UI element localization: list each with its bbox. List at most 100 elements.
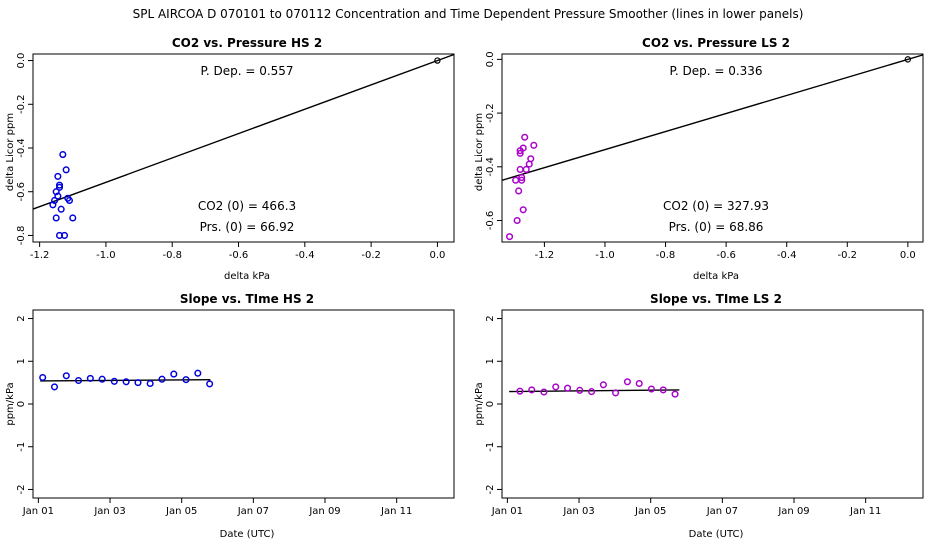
data-point	[564, 384, 572, 392]
x-tick-label: 0.0	[429, 250, 445, 261]
data-point	[52, 214, 60, 222]
data-point	[59, 151, 67, 159]
x-axis-label: delta kPa	[224, 271, 270, 282]
x-tick-label: -1.0	[96, 250, 116, 261]
data-point	[552, 383, 560, 391]
panel-title: Slope vs. TIme HS 2	[180, 292, 314, 306]
y-tick-label: -2	[16, 484, 27, 494]
data-point	[528, 386, 536, 394]
fit-line	[501, 54, 924, 181]
data-point	[122, 378, 130, 386]
data-point	[60, 231, 69, 239]
y-axis-label: ppm/kPa	[5, 382, 16, 425]
y-tick-label: -0.6	[485, 211, 496, 231]
data-point	[599, 381, 607, 389]
x-tick-label: Jan 07	[237, 506, 269, 517]
pressure-dependence-annotation: P. Dep. = 0.557	[200, 64, 293, 78]
x-tick-label: Jan 11	[849, 506, 881, 517]
data-point	[110, 377, 118, 385]
panel-title: CO2 vs. Pressure HS 2	[172, 36, 322, 50]
data-point	[516, 387, 524, 395]
data-point	[55, 183, 64, 191]
y-tick-label: -0.2	[16, 95, 27, 115]
y-tick-label: -1	[16, 442, 27, 452]
y-tick-label: 0	[16, 401, 27, 407]
data-point	[522, 165, 530, 174]
y-tick-label: -0.2	[485, 103, 496, 123]
data-point	[194, 369, 202, 377]
x-tick-label: -0.2	[361, 250, 381, 261]
data-point	[659, 386, 667, 394]
panel-co2-vs-pressure-hs: CO2 vs. Pressure HS 2 delta kPa delta Li…	[5, 36, 455, 282]
panel-co2-vs-pressure-ls: CO2 vs. Pressure LS 2 delta kPa delta Li…	[474, 36, 924, 282]
reference-point	[434, 57, 441, 64]
data-point	[513, 216, 521, 225]
y-tick-label: 1	[485, 358, 496, 364]
pressure-dependence-annotation: P. Dep. = 0.336	[669, 64, 762, 78]
y-axis-label: ppm/kPa	[474, 382, 485, 425]
co2-intercept-annotation: CO2 (0) = 327.93	[663, 199, 769, 213]
data-point	[515, 187, 523, 195]
data-point	[170, 370, 178, 378]
data-point	[39, 373, 47, 382]
y-tick-label: 0	[485, 401, 496, 407]
data-point	[62, 166, 70, 174]
data-point	[69, 214, 77, 222]
y-tick-label: 0.0	[16, 53, 27, 69]
data-point	[49, 201, 57, 209]
data-point	[146, 379, 154, 388]
data-point	[62, 372, 70, 380]
y-axis-label: delta Licor ppm	[474, 113, 485, 191]
x-tick-label: -0.4	[777, 250, 797, 261]
data-point	[623, 378, 631, 386]
y-tick-label: 2	[485, 315, 496, 321]
x-tick-label: -0.8	[162, 250, 182, 261]
panel-slope-vs-time-hs: Slope vs. TIme HS 2 Date (UTC) ppm/kPa J…	[5, 292, 455, 540]
x-tick-label: -0.4	[295, 250, 315, 261]
y-tick-label: -0.4	[485, 157, 496, 177]
co2-intercept-annotation: CO2 (0) = 466.3	[198, 199, 296, 213]
x-tick-label: -1.2	[30, 250, 50, 261]
x-tick-label: -0.8	[656, 250, 676, 261]
data-point	[516, 149, 524, 157]
reference-point	[904, 56, 912, 63]
x-tick-label: Jan 05	[634, 506, 666, 517]
x-tick-label: Jan 01	[491, 506, 523, 517]
data-point	[86, 374, 94, 382]
fit-line	[40, 378, 211, 382]
data-point	[134, 379, 142, 387]
y-axis-label: delta Licor ppm	[5, 113, 16, 191]
data-point	[527, 155, 535, 163]
data-point	[635, 379, 643, 388]
y-tick-label: -0.6	[16, 182, 27, 202]
fit-line	[32, 53, 455, 210]
data-point	[588, 388, 596, 396]
data-point	[206, 380, 214, 388]
x-tick-label: Jan 07	[706, 506, 738, 517]
x-tick-label: Jan 09	[777, 506, 809, 517]
data-point	[158, 375, 166, 383]
x-tick-label: 0.0	[900, 250, 916, 261]
data-point	[519, 206, 527, 214]
y-tick-label: 0.0	[485, 51, 496, 67]
data-point	[57, 205, 65, 213]
x-axis-label: Date (UTC)	[689, 529, 744, 540]
data-point	[506, 233, 514, 241]
pressure-intercept-annotation: Prs. (0) = 68.86	[669, 220, 764, 234]
x-tick-label: Jan 01	[22, 506, 54, 517]
data-point	[98, 375, 106, 383]
data-point	[521, 133, 529, 141]
data-point	[55, 181, 64, 189]
y-tick-label: -0.4	[16, 138, 27, 158]
x-tick-label: Jan 11	[380, 506, 412, 517]
data-point	[540, 388, 548, 396]
panel-slope-vs-time-ls: Slope vs. TIme LS 2 Date (UTC) ppm/kPa J…	[474, 292, 924, 540]
y-tick-label: -2	[485, 484, 496, 494]
x-tick-label: Jan 03	[93, 506, 125, 517]
data-point	[647, 385, 655, 393]
x-tick-label: Jan 05	[165, 506, 197, 517]
data-point	[65, 196, 74, 205]
data-point	[518, 173, 526, 182]
y-tick-label: 1	[16, 358, 27, 364]
